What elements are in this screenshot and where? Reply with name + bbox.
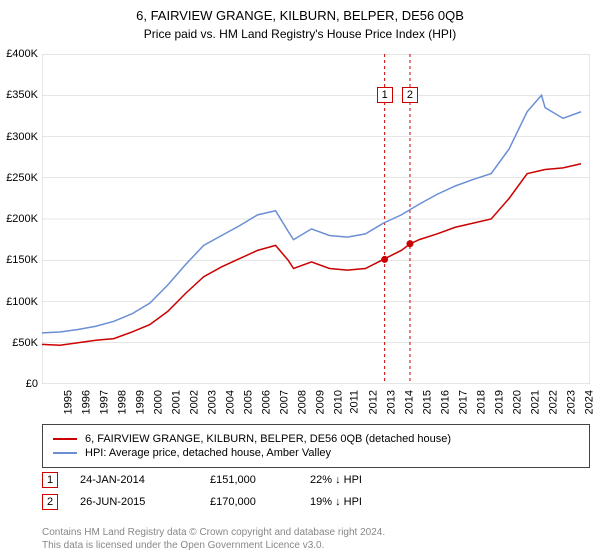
sale-delta: 19% ↓ HPI [310,496,362,508]
x-tick-label: 2001 [170,390,182,414]
x-tick-label: 2018 [476,390,488,414]
x-tick-label: 2005 [242,390,254,414]
legend-row: 6, FAIRVIEW GRANGE, KILBURN, BELPER, DE5… [53,433,579,445]
y-tick-label: £100K [0,296,38,308]
x-tick-label: 1999 [134,390,146,414]
x-tick-label: 1998 [116,390,128,414]
footer-line-1: Contains HM Land Registry data © Crown c… [42,526,385,539]
sale-price: £170,000 [210,496,310,508]
y-tick-label: £200K [0,213,38,225]
x-tick-label: 2012 [368,390,380,414]
sale-marker: 2 [42,494,58,510]
chart-subtitle: Price paid vs. HM Land Registry's House … [0,23,600,49]
y-tick-label: £350K [0,89,38,101]
x-tick-label: 2023 [566,390,578,414]
legend-label-hpi: HPI: Average price, detached house, Ambe… [85,447,331,459]
chart-marker: 1 [377,87,393,103]
x-tick-label: 2000 [152,390,164,414]
legend-row: HPI: Average price, detached house, Ambe… [53,447,579,459]
sale-row: 1 24-JAN-2014£151,00022% ↓ HPI [42,472,362,488]
chart-container: 6, FAIRVIEW GRANGE, KILBURN, BELPER, DE5… [0,0,600,560]
chart-marker: 2 [402,87,418,103]
legend-swatch-hpi [53,452,77,454]
y-tick-label: £250K [0,172,38,184]
legend-swatch-price-paid [53,438,77,440]
chart-plot [42,54,590,384]
x-tick-label: 1997 [98,390,110,414]
chart-legend: 6, FAIRVIEW GRANGE, KILBURN, BELPER, DE5… [42,424,590,468]
x-tick-label: 2016 [440,390,452,414]
legend-label-price-paid: 6, FAIRVIEW GRANGE, KILBURN, BELPER, DE5… [85,433,451,445]
chart-title: 6, FAIRVIEW GRANGE, KILBURN, BELPER, DE5… [0,0,600,23]
sale-price: £151,000 [210,474,310,486]
y-tick-label: £50K [0,337,38,349]
y-tick-label: £300K [0,131,38,143]
y-tick-label: £400K [0,48,38,60]
x-tick-label: 2020 [512,390,524,414]
x-tick-label: 2008 [296,390,308,414]
x-tick-label: 2021 [530,390,542,414]
sale-row: 2 26-JUN-2015£170,00019% ↓ HPI [42,494,362,510]
x-tick-label: 2024 [584,390,596,414]
sale-date: 26-JUN-2015 [80,496,210,508]
x-tick-label: 2014 [404,390,416,414]
sale-marker: 1 [42,472,58,488]
x-tick-label: 2022 [548,390,560,414]
x-tick-label: 2011 [349,390,361,414]
x-tick-label: 2017 [458,390,470,414]
x-tick-label: 2010 [332,390,344,414]
sale-delta: 22% ↓ HPI [310,474,362,486]
x-tick-label: 2015 [422,390,434,414]
x-tick-label: 2002 [188,390,200,414]
x-tick-label: 2013 [386,390,398,414]
footer-line-2: This data is licensed under the Open Gov… [42,539,385,552]
x-tick-label: 1996 [80,390,92,414]
x-tick-label: 2019 [494,390,506,414]
x-tick-label: 2004 [224,390,236,414]
y-tick-label: £150K [0,254,38,266]
x-tick-label: 1995 [62,390,74,414]
sale-date: 24-JAN-2014 [80,474,210,486]
x-tick-label: 2009 [314,390,326,414]
y-tick-label: £0 [0,378,38,390]
x-tick-label: 2006 [260,390,272,414]
x-tick-label: 2007 [278,390,290,414]
x-tick-label: 2003 [206,390,218,414]
footer-attribution: Contains HM Land Registry data © Crown c… [42,526,385,552]
